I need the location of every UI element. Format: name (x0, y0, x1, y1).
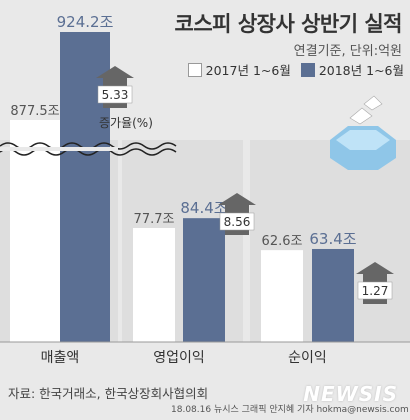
bar-value-label-2018: 84.4조 (180, 199, 227, 217)
credit-note: 18.08.16 뉴시스 그래픽 안지혜 기자 hokma@newsis.com (171, 405, 409, 415)
source-note: 자료: 한국거래소, 한국상장회사협의회 (8, 386, 209, 401)
legend-label-2017: 2017년 1~6월 (205, 63, 291, 78)
category-label: 매출액 (41, 350, 80, 366)
bar-2018 (183, 218, 225, 342)
bar-2017 (133, 228, 175, 342)
bar-2017 (10, 120, 60, 342)
growth-value-label: 5.33 (102, 88, 129, 102)
growth-value-box (219, 212, 255, 231)
chart-title: 코스피 상장사 상반기 실적 (174, 12, 403, 36)
bar-value-label-2018: 924.2조 (57, 13, 114, 31)
legend-swatch-2017 (187, 62, 202, 77)
bar-2017 (261, 250, 303, 342)
growth-rate-label: 증가율(%) (99, 116, 153, 130)
legend: 2017년 1~6월 2018년 1~6월 (187, 60, 404, 79)
paper-icon (363, 95, 383, 111)
legend-label-2018: 2018년 1~6월 (318, 63, 404, 78)
growth-value-box (357, 281, 393, 300)
bar-value-label-2018: 63.4조 (309, 230, 356, 248)
legend-swatch-2018 (300, 62, 315, 77)
category-label: 영업이익 (153, 350, 205, 366)
bar-2018 (60, 32, 110, 342)
category-label: 순이익 (288, 350, 327, 366)
axis-break-line (0, 148, 177, 156)
newsis-logo: NEWSIS (303, 382, 398, 406)
growth-value-label: 8.56 (224, 215, 251, 229)
growth-value-label: 1.27 (362, 284, 389, 298)
bar-2018 (312, 248, 354, 342)
paper-icon (349, 107, 373, 125)
stack-top-icon (336, 130, 390, 150)
growth-value-box (97, 85, 133, 104)
bar-value-label-2017: 877.5조 (10, 104, 59, 119)
bar-value-label-2017: 62.6조 (262, 234, 303, 249)
unit-note: 연결기준, 단위:억원 (293, 44, 402, 59)
axis-break-gap (0, 147, 118, 151)
bar-value-label-2017: 77.7조 (134, 212, 175, 227)
